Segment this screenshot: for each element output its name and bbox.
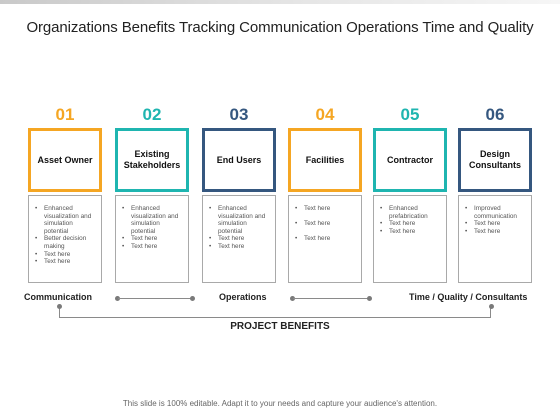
step-number-4: 04	[315, 105, 335, 124]
connector-dot	[190, 296, 195, 301]
step-column-5: 05 Contractor	[373, 104, 447, 192]
step-card-end-users: End Users	[202, 128, 276, 192]
detail-item: Text here	[295, 220, 358, 228]
benefits-bracket	[59, 306, 491, 318]
step-number-1: 01	[55, 105, 75, 124]
connector-dot	[115, 296, 120, 301]
detail-item: Text here	[35, 258, 98, 266]
detail-item: Text here	[35, 251, 98, 259]
step-details-5: Enhanced prefabrication Text here Text h…	[373, 195, 447, 283]
step-label-3: End Users	[216, 154, 262, 165]
footer-note: This slide is 100% editable. Adapt it to…	[122, 399, 438, 408]
step-details-4: Text here Text here Text here	[288, 195, 362, 283]
step-card-asset-owner: Asset Owner	[28, 128, 102, 192]
detail-item: Text here	[209, 235, 272, 243]
benefit-time-quality: Time / Quality / Consultants	[409, 292, 528, 302]
bracket-dot	[57, 304, 62, 309]
detail-item: Enhanced visualization and simulation po…	[209, 205, 272, 235]
step-details-2: Enhanced visualization and simulation po…	[115, 195, 189, 283]
step-column-2: 02 Existing Stakeholders	[115, 104, 189, 192]
benefit-communication: Communication	[24, 292, 93, 302]
step-column-1: 01 Asset Owner	[28, 104, 102, 192]
detail-item: Text here	[122, 235, 185, 243]
top-decorative-strip	[0, 0, 560, 4]
detail-item: Improved communication	[465, 205, 528, 220]
detail-item: Text here	[122, 243, 185, 251]
step-column-3: 03 End Users	[202, 104, 276, 192]
connector-line	[293, 298, 369, 299]
step-number-6: 06	[485, 105, 505, 124]
step-label-2: Existing Stakeholders	[123, 149, 181, 170]
detail-item: Enhanced visualization and simulation po…	[122, 205, 185, 235]
benefit-operations: Operations	[219, 292, 267, 302]
connector-dot	[290, 296, 295, 301]
detail-item: Enhanced visualization and simulation po…	[35, 205, 98, 235]
project-benefits-label: PROJECT BENEFITS	[230, 321, 330, 332]
step-details-6: Improved communication Text here Text he…	[458, 195, 532, 283]
bracket-dot	[489, 304, 494, 309]
detail-item: Enhanced prefabrication	[380, 205, 443, 220]
step-card-existing-stakeholders: Existing Stakeholders	[115, 128, 189, 192]
step-number-2: 02	[142, 105, 162, 124]
step-column-6: 06 Design Consultants	[458, 104, 532, 192]
slide-title: Organizations Benefits Tracking Communic…	[26, 19, 534, 36]
detail-item: Text here	[465, 228, 528, 236]
step-card-contractor: Contractor	[373, 128, 447, 192]
step-label-5: Contractor	[386, 154, 433, 165]
detail-item: Text here	[295, 205, 358, 213]
detail-item: Text here	[209, 243, 272, 251]
step-card-facilities: Facilities	[288, 128, 362, 192]
connector-line	[118, 298, 192, 299]
step-number-5: 05	[400, 105, 420, 124]
step-number-3: 03	[229, 105, 249, 124]
detail-item: Better decision making	[35, 235, 98, 250]
step-column-4: 04 Facilities	[288, 104, 362, 192]
detail-item: Text here	[465, 220, 528, 228]
detail-item: Text here	[380, 220, 443, 228]
step-label-4: Facilities	[305, 154, 345, 165]
connector-dot	[367, 296, 372, 301]
step-label-6: Design Consultants	[468, 149, 521, 170]
step-label-1: Asset Owner	[37, 154, 93, 165]
step-card-design-consultants: Design Consultants	[458, 128, 532, 192]
detail-item: Text here	[380, 228, 443, 236]
step-details-3: Enhanced visualization and simulation po…	[202, 195, 276, 283]
step-details-1: Enhanced visualization and simulation po…	[28, 195, 102, 283]
detail-item: Text here	[295, 235, 358, 243]
